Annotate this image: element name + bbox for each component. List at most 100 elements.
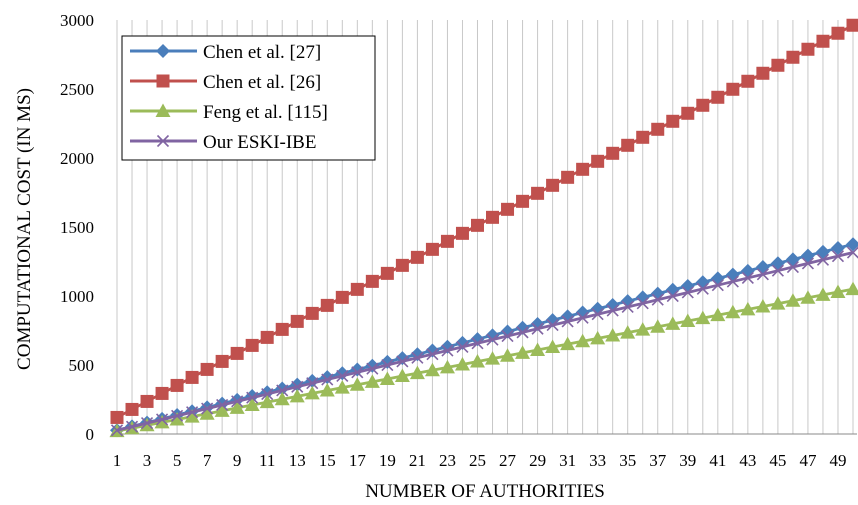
x-tick-label: 7 [203, 451, 212, 470]
data-point [110, 410, 124, 424]
data-point [591, 308, 604, 321]
data-point [770, 296, 786, 310]
x-tick-label: 49 [829, 451, 846, 470]
data-point [725, 304, 741, 319]
data-point [666, 114, 680, 128]
data-point [711, 279, 724, 292]
data-point [606, 304, 619, 317]
data-point [171, 409, 184, 422]
legend-marker [155, 103, 171, 117]
data-point [726, 82, 740, 96]
data-point [636, 130, 650, 144]
data-point [140, 394, 154, 408]
data-point [710, 307, 726, 322]
data-point [244, 397, 260, 412]
data-point [771, 264, 784, 277]
data-point [140, 417, 154, 430]
data-point [485, 351, 501, 365]
data-point [741, 271, 754, 285]
data-point [516, 326, 529, 339]
data-point [650, 319, 666, 333]
data-point [816, 34, 830, 48]
data-point [800, 248, 815, 263]
data-point [290, 314, 304, 328]
data-point [454, 356, 470, 371]
data-point [590, 330, 606, 345]
data-point [846, 246, 858, 259]
data-point [546, 178, 560, 192]
x-tick-label: 15 [319, 451, 336, 470]
data-point [740, 301, 756, 316]
x-tick-label: 21 [409, 451, 426, 470]
y-tick-label: 500 [69, 356, 95, 375]
x-tick-label: 31 [559, 451, 576, 470]
data-point [665, 316, 681, 330]
data-point [184, 409, 200, 423]
legend-label: Chen et al. [27] [203, 42, 321, 63]
data-point [651, 122, 665, 136]
legend-marker [156, 134, 170, 148]
series-2 [110, 18, 858, 424]
data-point [291, 380, 304, 393]
data-point [500, 324, 515, 339]
data-point [801, 257, 815, 270]
data-point [486, 333, 499, 346]
y-tick-labels: 0 500 1000 1500 2000 2500 3000 [60, 11, 94, 444]
data-point [125, 420, 139, 433]
series-line [116, 251, 854, 432]
x-tick-label: 11 [259, 451, 275, 470]
data-point [786, 260, 799, 274]
data-point [575, 333, 591, 348]
data-point [620, 294, 635, 309]
data-point [155, 413, 169, 426]
data-point [396, 355, 409, 368]
legend: Chen et al. [27] Chen et al. [26] Feng et … [121, 35, 376, 161]
x-tick-label: 41 [709, 451, 726, 470]
legend-entry: Feng et al. [115] [130, 102, 328, 123]
data-point [771, 58, 785, 72]
data-point [336, 369, 349, 382]
legend-marker [156, 44, 170, 58]
data-point [515, 345, 531, 359]
y-tick-label: 2000 [60, 149, 94, 168]
data-point [365, 274, 379, 288]
legend-label: Feng et al. [115] [203, 102, 328, 123]
data-point [560, 336, 576, 351]
x-tick-label: 29 [529, 451, 546, 470]
data-point [231, 395, 244, 408]
y-tick-label: 0 [86, 425, 95, 444]
data-point [304, 385, 320, 400]
data-point [666, 290, 679, 303]
x-tick-label: 45 [769, 451, 786, 470]
x-tick-label: 35 [619, 451, 636, 470]
data-point [501, 202, 515, 216]
series-4 [110, 246, 858, 437]
data-point [260, 330, 274, 344]
legend-marker [156, 74, 170, 88]
data-point [681, 106, 695, 120]
legend-entries: Chen et al. [27] Chen et al. [26] Feng et … [130, 42, 328, 153]
data-point [845, 281, 858, 296]
data-point [786, 50, 800, 64]
data-point [500, 348, 516, 362]
data-point [350, 282, 364, 296]
x-tick-label: 19 [379, 451, 396, 470]
data-point [456, 340, 469, 353]
data-point [530, 342, 546, 356]
data-point [455, 226, 469, 240]
legend-entry: Chen et al. [26] [130, 72, 321, 93]
data-point [334, 380, 350, 394]
data-point [424, 362, 440, 377]
data-point [186, 406, 199, 419]
data-point [469, 354, 485, 368]
data-point [531, 186, 545, 200]
data-point [349, 377, 365, 391]
data-point [576, 162, 590, 176]
data-point [831, 250, 845, 263]
data-point [681, 286, 694, 299]
data-point [785, 293, 801, 307]
data-point [620, 325, 636, 339]
data-point [651, 293, 664, 306]
data-point [605, 327, 621, 342]
y-tick-label: 1500 [60, 218, 94, 237]
